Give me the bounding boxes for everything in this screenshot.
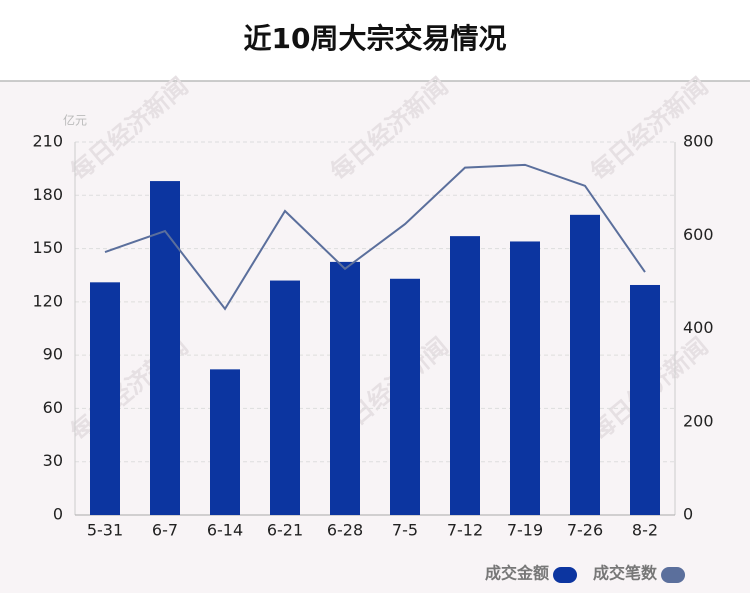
y-tick-label: 150 (32, 238, 63, 257)
y2-tick-label: 200 (683, 411, 714, 430)
legend-label: 成交笔数 (593, 564, 658, 583)
x-tick-label: 7-12 (447, 521, 483, 540)
chart-title: 近10周大宗交易情况 (244, 22, 507, 55)
bar (150, 181, 180, 516)
x-tick-label: 7-19 (507, 521, 543, 540)
bar (270, 280, 300, 515)
y-tick-label: 90 (43, 345, 63, 364)
bar (210, 369, 240, 515)
bar (90, 282, 120, 515)
y2-tick-label: 800 (683, 132, 714, 151)
y-tick-label: 210 (32, 132, 63, 151)
x-tick-label: 6-14 (207, 521, 243, 540)
bar (630, 284, 660, 515)
y-tick-label: 120 (32, 291, 63, 310)
y-tick-label: 30 (43, 451, 63, 470)
watermark: 每日经济新闻 (65, 72, 193, 186)
x-tick-label: 7-26 (567, 521, 603, 540)
title-band (0, 0, 750, 81)
y2-tick-label: 600 (683, 225, 714, 244)
x-tick-label: 7-5 (392, 521, 418, 540)
y-tick-label: 0 (53, 505, 63, 524)
x-tick-label: 6-7 (152, 521, 178, 540)
bar (330, 261, 360, 515)
bar (570, 214, 600, 516)
watermark: 每日经济新闻 (585, 72, 713, 186)
watermark: 每日经济新闻 (325, 72, 453, 186)
y-unit: 亿元 (63, 113, 87, 128)
y2-tick-label: 0 (683, 505, 693, 524)
x-tick-label: 8-2 (632, 521, 658, 540)
bar (450, 236, 480, 515)
y-tick-label: 60 (43, 398, 63, 417)
legend-swatch (553, 567, 578, 583)
bar (390, 278, 420, 515)
legend-label: 成交金额 (485, 564, 549, 583)
legend-swatch (661, 567, 686, 583)
x-tick-label: 5-31 (87, 521, 123, 540)
y-tick-label: 180 (32, 185, 63, 204)
bar (510, 241, 540, 515)
x-tick-label: 6-21 (267, 521, 303, 540)
x-tick-label: 6-28 (327, 521, 363, 540)
line (104, 163, 646, 311)
y2-tick-label: 400 (683, 318, 714, 337)
